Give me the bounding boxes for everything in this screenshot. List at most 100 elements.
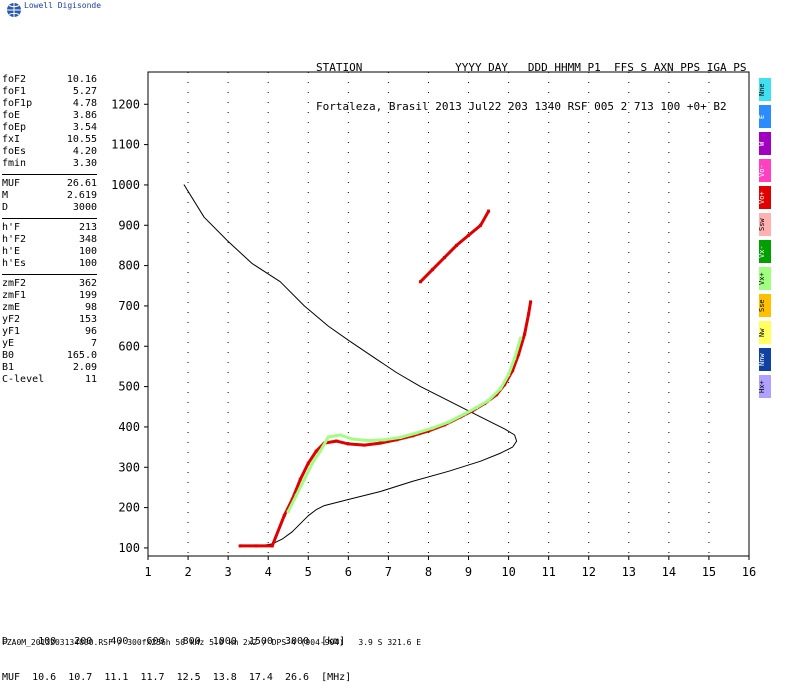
data-point <box>350 437 354 441</box>
muf-table-muf-row: MUF 10.6 10.7 11.1 11.7 12.5 13.8 17.4 2… <box>2 672 352 683</box>
data-point <box>318 449 322 453</box>
param-row: yF1 96 <box>2 326 97 338</box>
param-row: M 2.619 <box>2 190 97 202</box>
param-value: 199 <box>78 290 97 301</box>
series-line-0 <box>183 184 518 547</box>
legend-item: Sse <box>759 294 771 317</box>
param-value: 100 <box>78 258 97 269</box>
data-point <box>378 441 382 445</box>
series-line-2 <box>286 336 523 514</box>
x-tick-label: 1 <box>144 565 151 579</box>
param-name: B1 <box>2 362 15 373</box>
series-line-3 <box>419 209 491 284</box>
data-point <box>310 461 314 465</box>
param-row: zmF2 362 <box>2 278 97 290</box>
legend-item: W <box>759 132 771 155</box>
x-tick-label: 11 <box>541 565 555 579</box>
param-value: 4.20 <box>72 146 97 157</box>
data-point <box>238 544 242 548</box>
param-row: h'F2 348 <box>2 234 97 246</box>
param-row: yF2 153 <box>2 314 97 326</box>
data-point <box>479 223 483 227</box>
param-value: 3000 <box>72 202 97 213</box>
data-point <box>507 373 511 376</box>
param-row: zmF1 199 <box>2 290 97 302</box>
ionogram-plot: 1 2 3 4 5 6 7 8 9 10 11 12 13 14 15 16 1002003004005006… <box>111 71 756 579</box>
data-point <box>475 406 479 410</box>
param-name: foE <box>2 110 21 121</box>
legend-item: Vx+ <box>759 267 771 290</box>
param-name: foF2 <box>2 74 27 85</box>
header-line-1: STATION YYYY DAY DDD HHMM P1 FFS S AXN P… <box>316 61 747 74</box>
param-name: h'Es <box>2 258 27 269</box>
data-point <box>467 233 471 237</box>
data-point <box>302 477 306 481</box>
param-value: 2.619 <box>66 190 97 201</box>
data-point <box>282 514 286 518</box>
param-name: fxI <box>2 134 21 145</box>
data-point <box>447 420 450 424</box>
param-name: MUF <box>2 178 21 189</box>
x-tick-label: 4 <box>265 565 272 579</box>
y-tick-label: 200 <box>118 501 140 515</box>
param-value: 348 <box>78 234 97 245</box>
param-value: 165.0 <box>66 350 97 361</box>
series-line-1 <box>238 300 533 548</box>
data-point <box>529 300 533 304</box>
y-tick-label: 800 <box>118 259 140 273</box>
param-name: h'F2 <box>2 234 27 245</box>
station-header: STATION YYYY DAY DDD HHMM P1 FFS S AXN P… <box>316 35 746 126</box>
param-name: yE <box>2 338 15 349</box>
param-name: M <box>2 190 9 201</box>
y-axis-ticks: 100 200 300 400 500 600 700 800 900 1000 1100 1200 <box>111 97 148 555</box>
data-point <box>362 443 366 447</box>
x-tick-label: 8 <box>425 565 432 579</box>
param-value: 153 <box>78 314 97 325</box>
data-point <box>426 429 430 433</box>
y-tick-label: 1000 <box>111 178 140 192</box>
param-row: B1 2.09 <box>2 362 97 374</box>
data-point <box>338 433 342 437</box>
y-tick-label: 100 <box>118 541 140 555</box>
param-name: zmF2 <box>2 278 27 289</box>
legend-item: Vo+ <box>759 186 771 209</box>
data-point <box>527 312 531 316</box>
param-value: 10.16 <box>66 74 97 85</box>
data-point <box>517 352 521 356</box>
param-value: 98 <box>84 302 97 313</box>
data-point <box>414 431 418 435</box>
param-row: foF1 5.27 <box>2 86 97 98</box>
data-point <box>270 544 274 548</box>
header-line-2: Fortaleza, Brasil 2013 Jul22 203 1340 RS… <box>316 100 727 113</box>
data-point <box>254 544 258 548</box>
param-row: h'Es 100 <box>2 258 97 270</box>
param-row: foEp 3.54 <box>2 122 97 134</box>
param-value: 213 <box>78 222 97 233</box>
param-row: MUF 26.61 <box>2 178 97 190</box>
data-point <box>463 412 467 416</box>
y-tick-label: 1100 <box>111 138 140 152</box>
param-value: 96 <box>84 326 97 337</box>
param-row: C-level 11 <box>2 374 97 386</box>
param-row: foF2 10.16 <box>2 74 97 86</box>
data-point <box>442 256 446 260</box>
legend-item: Nw <box>759 321 771 344</box>
data-point <box>346 442 350 446</box>
param-row: h'F 213 <box>2 222 97 234</box>
x-tick-label: 2 <box>184 565 191 579</box>
x-tick-label: 5 <box>305 565 312 579</box>
brand-name: Lowell Digisonde <box>24 1 102 10</box>
legend-item: Vx- <box>759 240 771 263</box>
data-point <box>499 387 503 391</box>
data-point <box>286 510 290 514</box>
param-value: 26.61 <box>66 178 97 189</box>
param-name: h'E <box>2 246 21 257</box>
param-value: 5.27 <box>72 86 97 97</box>
data-point <box>290 498 294 502</box>
param-name: C-level <box>2 374 45 385</box>
param-row: foF1p 4.78 <box>2 98 97 110</box>
data-point <box>326 435 330 439</box>
data-point <box>394 438 398 442</box>
data-point <box>306 461 310 465</box>
param-name: foEs <box>2 146 27 157</box>
